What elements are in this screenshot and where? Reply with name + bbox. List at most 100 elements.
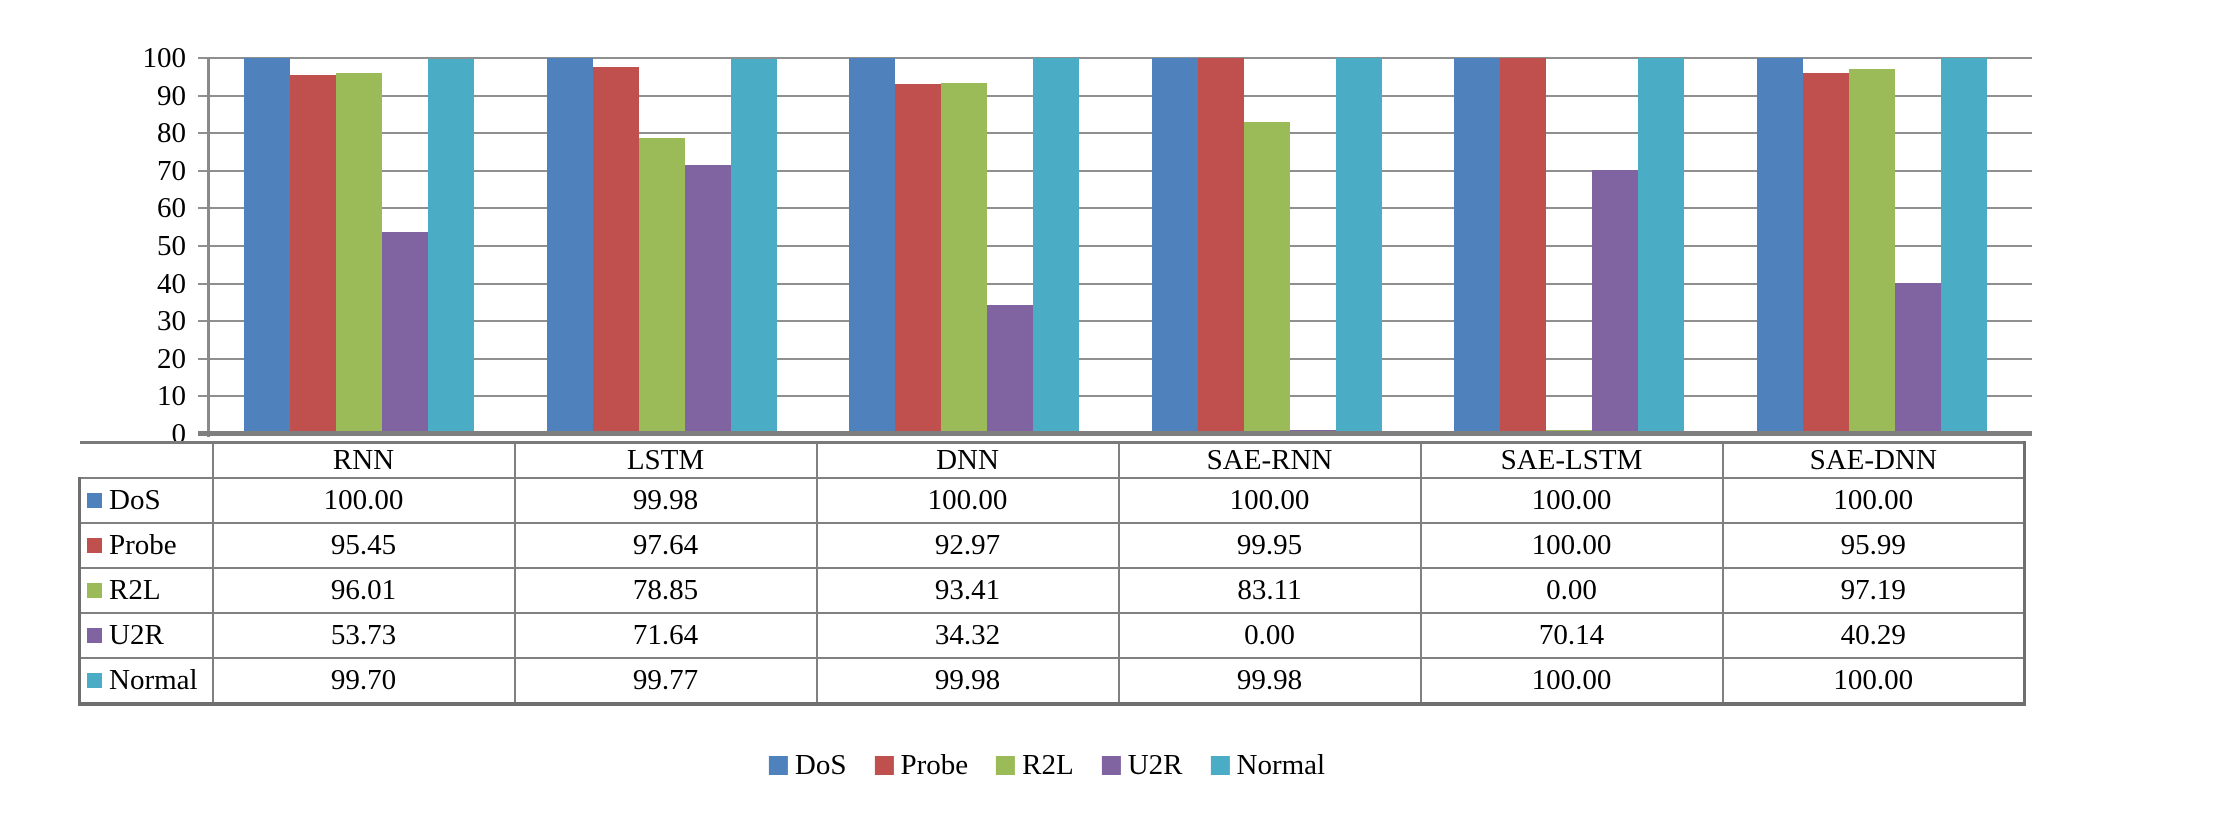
legend-label: R2L [1022,749,1074,781]
table-row-normal: Normal 99.70 99.77 99.98 99.98 100.00 100.00 [78,657,2026,706]
bar-normal-lstm [731,59,777,434]
table-cell-value: 99.95 [1117,522,1422,569]
gridline-10 [198,395,2032,397]
gridline-40 [198,283,2032,285]
column-header-sae-rnn: SAE-RNN [1117,441,1422,479]
bar-r2l-rnn [336,73,382,434]
bar-normal-rnn [428,59,474,434]
bar-probe-lstm [593,67,639,434]
gridline-70 [198,170,2032,172]
legend-label: Probe [900,749,969,781]
bar-dos-sae-lstm [1454,58,1500,434]
bar-probe-sae-lstm [1500,58,1546,434]
legend-label: DoS [794,749,847,781]
row-header-r2l: R2L [78,567,214,614]
table-cell-value: 100.00 [1419,477,1724,524]
bar-u2r-lstm [685,165,731,434]
bar-r2l-sae-dnn [1849,69,1895,434]
table-cell-value: 95.45 [211,522,516,569]
table-cell-value: 99.70 [211,657,516,706]
table-cell-value: 97.64 [513,522,818,569]
bar-dos-sae-dnn [1757,58,1803,434]
y-axis-tick-label: 70 [157,155,186,187]
legend-item-dos: DoS [768,748,847,782]
bar-normal-sae-rnn [1336,58,1382,434]
bar-u2r-sae-lstm [1592,170,1638,434]
table-row-dos: DoS 100.00 99.98 100.00 100.00 100.00 100.00 [78,477,2026,524]
bar-normal-sae-dnn [1941,58,1987,434]
legend-item-normal: Normal [1210,748,1326,782]
bar-probe-rnn [290,75,336,434]
gridline-20 [198,358,2032,360]
table-cell-value: 95.99 [1721,522,2026,569]
bar-normal-sae-lstm [1638,58,1684,434]
table-cell-value: 92.97 [815,522,1120,569]
table-header-row: RNN LSTM DNN SAE-RNN SAE-LSTM SAE-DNN [79,441,2026,479]
legend-swatch-icon [768,755,788,775]
bar-probe-sae-dnn [1803,73,1849,434]
column-header-sae-dnn: SAE-DNN [1721,441,2026,479]
table-cell-value: 100.00 [211,477,516,524]
column-header-rnn: RNN [211,441,516,479]
bar-dos-lstm [547,58,593,434]
bar-dos-dnn [849,58,895,434]
table-corner-blank [79,441,213,478]
y-axis-tick-label: 60 [157,192,186,224]
legend-swatch-icon [1101,755,1121,775]
row-header-u2r: U2R [78,612,214,659]
bar-u2r-rnn [382,232,428,434]
legend-item-r2l: R2L [996,748,1074,782]
gridline-100 [198,57,2032,59]
y-axis-tick-label: 40 [157,268,186,300]
table-cell-value: 99.98 [513,477,818,524]
legend-label: Normal [1236,749,1326,781]
gridline-90 [198,95,2032,97]
table-cell-value: 93.41 [815,567,1120,614]
legend-item-u2r: U2R [1101,748,1183,782]
gridline-80 [198,132,2032,134]
table-cell-value: 96.01 [211,567,516,614]
column-header-lstm: LSTM [513,441,818,479]
bar-probe-dnn [895,84,941,434]
bar-u2r-dnn [987,305,1033,434]
y-axis-tick-label: 100 [142,42,187,74]
legend-swatch-icon [1210,755,1230,775]
row-header-label: DoS [109,484,161,516]
bar-r2l-sae-rnn [1244,122,1290,434]
table-cell-value: 100.00 [1419,522,1724,569]
chart-data-table: RNN LSTM DNN SAE-RNN SAE-LSTM SAE-DNN DoS 100.0… [78,441,2026,706]
row-header-label: R2L [109,574,161,606]
y-axis-line [207,58,210,437]
table-cell-value: 100.00 [1117,477,1422,524]
series-swatch-icon [87,492,102,508]
row-header-label: Normal [109,664,198,696]
series-swatch-icon [87,627,102,643]
table-cell-value: 99.98 [1117,657,1422,706]
bar-probe-sae-rnn [1198,58,1244,434]
table-cell-value: 71.64 [513,612,818,659]
y-axis-tick-label: 80 [157,117,186,149]
table-cell-value: 0.00 [1117,612,1422,659]
table-cell-value: 70.14 [1419,612,1724,659]
table-row-u2r: U2R 53.73 71.64 34.32 0.00 70.14 40.29 [78,612,2026,659]
table-cell-value: 100.00 [1721,477,2026,524]
x-axis-line [198,431,2032,436]
series-swatch-icon [87,672,102,688]
y-axis-tick-label: 30 [157,305,186,337]
y-axis-tick-label: 50 [157,230,186,262]
legend-item-probe: Probe [874,748,968,782]
gridline-30 [198,320,2032,322]
chart-legend: DoS Probe R2L U2R Normal [755,748,1339,782]
table-cell-value: 0.00 [1419,567,1724,614]
table-cell-value: 99.77 [513,657,818,706]
bar-dos-rnn [244,58,290,434]
bar-dos-sae-rnn [1152,58,1198,434]
row-header-label: U2R [109,619,164,651]
y-axis-tick-label: 90 [157,80,186,112]
table-cell-value: 100.00 [1721,657,2026,706]
legend-swatch-icon [874,755,894,775]
table-cell-value: 99.98 [815,657,1120,706]
y-axis-tick-label: 10 [157,380,186,412]
table-cell-value: 100.00 [815,477,1120,524]
